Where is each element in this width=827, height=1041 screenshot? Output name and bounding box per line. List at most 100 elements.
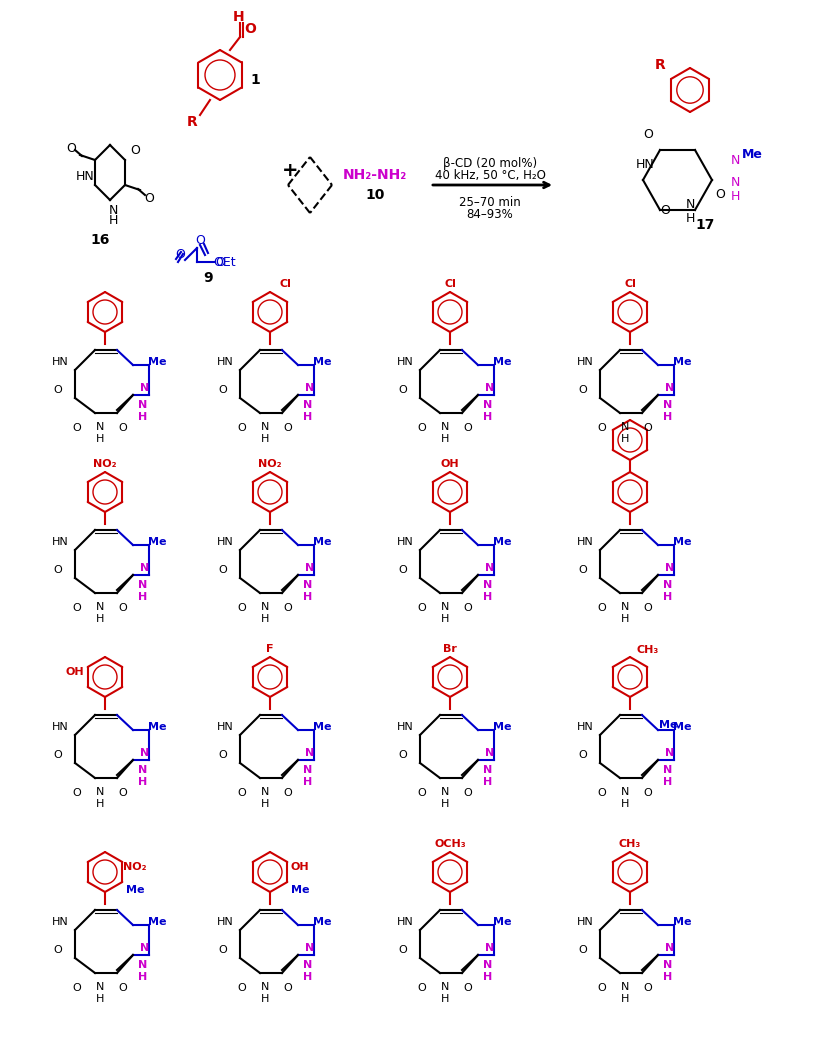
Text: N: N bbox=[305, 383, 314, 393]
Text: N: N bbox=[666, 563, 675, 573]
Text: Me: Me bbox=[672, 357, 691, 367]
Text: Me: Me bbox=[493, 722, 511, 732]
Text: HN: HN bbox=[51, 537, 69, 547]
Text: Me: Me bbox=[493, 917, 511, 926]
Text: N: N bbox=[141, 383, 150, 393]
Text: OH: OH bbox=[290, 862, 309, 872]
Text: O: O bbox=[579, 385, 587, 395]
Text: O: O bbox=[118, 788, 127, 798]
Text: H: H bbox=[261, 799, 269, 809]
Text: CH₃: CH₃ bbox=[619, 839, 641, 849]
Text: Me: Me bbox=[148, 722, 166, 732]
Text: 10: 10 bbox=[366, 188, 385, 202]
Text: H: H bbox=[483, 412, 493, 422]
Text: O: O bbox=[73, 983, 81, 993]
Text: O: O bbox=[643, 423, 653, 433]
Text: H: H bbox=[261, 994, 269, 1004]
Text: O: O bbox=[418, 788, 427, 798]
Text: Me: Me bbox=[148, 357, 166, 367]
Text: Me: Me bbox=[313, 357, 332, 367]
Text: N: N bbox=[663, 400, 672, 410]
Text: O: O bbox=[215, 255, 225, 269]
Text: Me: Me bbox=[313, 537, 332, 547]
Text: H: H bbox=[304, 592, 313, 602]
Text: H: H bbox=[261, 434, 269, 445]
Text: N: N bbox=[663, 765, 672, 775]
Text: OCH₃: OCH₃ bbox=[434, 839, 466, 849]
Text: N: N bbox=[138, 400, 148, 410]
Text: HN: HN bbox=[576, 722, 594, 732]
Text: HN: HN bbox=[51, 357, 69, 367]
Text: N: N bbox=[621, 982, 629, 992]
Text: CH₃: CH₃ bbox=[637, 645, 659, 655]
Text: O: O bbox=[284, 423, 293, 433]
Text: O: O bbox=[643, 983, 653, 993]
Text: N: N bbox=[483, 580, 493, 590]
Text: OH: OH bbox=[441, 459, 459, 469]
Text: H: H bbox=[441, 994, 449, 1004]
Text: O: O bbox=[54, 750, 62, 760]
Text: N: N bbox=[666, 943, 675, 953]
Text: N: N bbox=[663, 580, 672, 590]
Text: H: H bbox=[261, 614, 269, 624]
Text: Me: Me bbox=[672, 537, 691, 547]
Text: HN: HN bbox=[576, 917, 594, 926]
Text: OH: OH bbox=[65, 667, 84, 677]
Text: +: + bbox=[282, 160, 299, 179]
Text: N: N bbox=[96, 982, 104, 992]
Text: O: O bbox=[418, 423, 427, 433]
Text: O: O bbox=[218, 385, 227, 395]
Text: N: N bbox=[666, 383, 675, 393]
Text: O: O bbox=[237, 983, 246, 993]
Text: N: N bbox=[621, 602, 629, 612]
Text: H: H bbox=[621, 994, 629, 1004]
Text: O: O bbox=[237, 423, 246, 433]
Text: H: H bbox=[96, 799, 104, 809]
Text: H: H bbox=[138, 592, 148, 602]
Text: O: O bbox=[130, 144, 140, 156]
Text: O: O bbox=[399, 945, 408, 955]
Text: Me: Me bbox=[148, 537, 166, 547]
Text: O: O bbox=[598, 788, 606, 798]
Text: O: O bbox=[218, 750, 227, 760]
Text: N: N bbox=[96, 422, 104, 432]
Text: N: N bbox=[305, 563, 314, 573]
Text: O: O bbox=[598, 423, 606, 433]
Text: O: O bbox=[579, 750, 587, 760]
Text: O: O bbox=[464, 983, 472, 993]
Text: H: H bbox=[483, 777, 493, 787]
Text: N: N bbox=[483, 765, 493, 775]
Text: O: O bbox=[464, 603, 472, 613]
Text: O: O bbox=[144, 192, 154, 204]
Text: O: O bbox=[237, 788, 246, 798]
Text: Br: Br bbox=[443, 644, 457, 654]
Text: H: H bbox=[96, 434, 104, 445]
Text: N: N bbox=[441, 787, 449, 797]
Text: N: N bbox=[621, 422, 629, 432]
Text: HN: HN bbox=[217, 537, 233, 547]
Text: 17: 17 bbox=[696, 218, 715, 232]
Text: N: N bbox=[485, 563, 495, 573]
Text: N: N bbox=[441, 602, 449, 612]
Text: N: N bbox=[483, 960, 493, 970]
Text: Me: Me bbox=[493, 537, 511, 547]
Text: O: O bbox=[598, 983, 606, 993]
Text: N: N bbox=[441, 982, 449, 992]
Text: NO₂: NO₂ bbox=[93, 459, 117, 469]
Text: 1: 1 bbox=[250, 73, 260, 87]
Text: O: O bbox=[284, 983, 293, 993]
Text: O: O bbox=[66, 142, 76, 154]
Text: O: O bbox=[244, 22, 256, 36]
Text: H: H bbox=[138, 972, 148, 982]
Text: N: N bbox=[483, 400, 493, 410]
Text: O: O bbox=[643, 788, 653, 798]
Text: Me: Me bbox=[672, 722, 691, 732]
Text: O: O bbox=[118, 983, 127, 993]
Text: Me: Me bbox=[313, 917, 332, 926]
Text: O: O bbox=[643, 128, 653, 142]
Text: O: O bbox=[73, 788, 81, 798]
Text: H: H bbox=[441, 614, 449, 624]
Text: H: H bbox=[96, 614, 104, 624]
Text: HN: HN bbox=[397, 722, 414, 732]
Text: O: O bbox=[418, 983, 427, 993]
